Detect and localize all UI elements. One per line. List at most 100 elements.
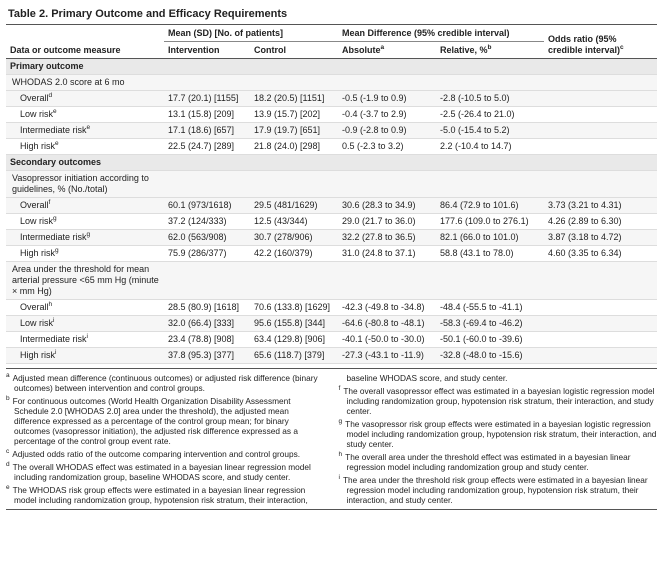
cell: 177.6 (109.0 to 276.1) [436,213,544,230]
cell: 30.7 (278/906) [250,229,338,246]
data-row: Low riskg 37.2 (124/333) 12.5 (43/344) 29.0… [6,213,657,230]
footnote-ref: g [53,215,57,222]
footnote: f The overall vasopressor effect was esti… [338,385,658,416]
section-title: Secondary outcomes [6,154,657,171]
footnote-text: The vasopressor risk group effects were … [345,419,657,449]
data-row: Low riske 13.1 (15.8) [209] 13.9 (15.7) [2… [6,106,657,123]
empty-cell [544,74,657,91]
group-row: WHODAS 2.0 score at 6 mo [6,74,657,91]
empty-cell [544,106,657,123]
data-row: High riskg 75.9 (286/377) 42.2 (160/379) 31… [6,245,657,262]
cell: 42.2 (160/379) [250,245,338,262]
label-text: Intermediate risk [20,334,87,344]
empty-cell [338,74,436,91]
data-row: Low riski 32.0 (66.4) [333] 95.6 (155.8) [… [6,315,657,332]
header-text: Absolute [342,45,381,55]
footnote-mark: c [6,448,10,456]
row-label: High riskg [6,245,164,262]
section-row: Primary outcome [6,58,657,75]
cell: 21.8 (24.0) [298] [250,138,338,155]
label-text: Overall [20,200,49,210]
footnote-text: The overall WHODAS effect was estimated … [12,462,311,482]
cell: 70.6 (133.8) [1629] [250,299,338,316]
cell: 4.60 (3.35 to 6.34) [544,245,657,262]
data-row: Overallh 28.5 (80.9) [1618] 70.6 (133.8) [… [6,299,657,316]
label-text: Overall [20,93,49,103]
cell: 60.1 (973/1618) [164,197,250,214]
footnote: i The area under the threshold risk group… [338,474,658,505]
label-text: Intermediate risk [20,125,87,135]
cell: -5.0 (-15.4 to 5.2) [436,122,544,139]
footnote-mark: g [338,418,343,426]
data-row: High riski 37.8 (95.3) [377] 65.6 (118.7) … [6,347,657,364]
empty-cell [250,170,338,198]
footnote-text: Adjusted mean difference (continuous out… [12,373,318,393]
cell: -2.5 (-26.4 to 21.0) [436,106,544,123]
label-text: Low risk [20,216,54,226]
header-text: Intervention [168,45,220,55]
cell: 86.4 (72.9 to 101.6) [436,197,544,214]
footnote-ref: b [487,44,492,51]
empty-cell [544,347,657,364]
cell: -0.5 (-1.9 to 0.9) [338,90,436,107]
footnote-ref: a [380,44,385,51]
cell: -58.3 (-69.4 to -46.2) [436,315,544,332]
empty-cell [250,261,338,300]
cell: -32.8 (-48.0 to -15.6) [436,347,544,364]
footnote: a Adjusted mean difference (continuous ou… [6,372,325,393]
cell: 63.4 (129.8) [906] [250,331,338,348]
footnote-ref: i [86,333,88,340]
group-row: Vasopressor initiation according to guid… [6,170,657,198]
header-group: Mean Difference (95% credible interval) [338,25,544,42]
empty-cell [250,74,338,91]
header-group: Mean (SD) [No. of patients] [164,25,338,42]
column-header: Absolutea [338,41,436,59]
group-title: Vasopressor initiation according to guid… [6,170,164,198]
cell: 95.6 (155.8) [344] [250,315,338,332]
footnote-ref: g [86,231,91,238]
row-label: Overalld [6,90,164,107]
data-row: Intermediate riskg 62.0 (563/908) 30.7 (27… [6,229,657,246]
header-text: Relative, % [440,45,488,55]
empty-cell [436,261,544,300]
cell: 3.87 (3.18 to 4.72) [544,229,657,246]
data-row: Intermediate riske 17.1 (18.6) [657] 17.9 … [6,122,657,139]
label-text: Intermediate risk [20,232,87,242]
footnote-ref: g [55,247,59,254]
column-header: Control [250,41,338,59]
footnote: c Adjusted odds ratio of the outcome comp… [6,448,325,459]
row-label: Overallh [6,299,164,316]
cell: 12.5 (43/344) [250,213,338,230]
row-label: Intermediate riske [6,122,164,139]
footnote: g The vasopressor risk group effects were… [338,418,658,449]
data-row: Overallf 60.1 (973/1618) 29.5 (481/1629) 30… [6,197,657,214]
cell: 62.0 (563/908) [164,229,250,246]
footnote-mark: a [6,372,10,380]
empty-cell [544,261,657,300]
footnote-ref: c [620,44,624,51]
footnote-mark: f [338,385,341,393]
cell: 37.8 (95.3) [377] [164,347,250,364]
footnote-mark: e [6,484,10,492]
empty-cell [544,315,657,332]
column-header: Intervention [164,41,250,59]
label-text: High risk [20,248,56,258]
cell: 17.9 (19.7) [651] [250,122,338,139]
group-title: WHODAS 2.0 score at 6 mo [6,74,164,91]
cell: -64.6 (-80.8 to -48.1) [338,315,436,332]
group-title: Area under the threshold for mean arteri… [6,261,164,300]
footnote-text: The area under the threshold risk group … [342,475,648,505]
cell: 58.8 (43.1 to 78.0) [436,245,544,262]
cell: 13.9 (15.7) [202] [250,106,338,123]
header-row: Intervention Control Absolutea Relative, %b [6,41,657,59]
footnote-ref: e [55,140,59,147]
empty-cell [544,299,657,316]
cell: -27.3 (-43.1 to -11.9) [338,347,436,364]
column-header: Relative, %b [436,41,544,59]
data-row: Overalld 17.7 (20.1) [1155] 18.2 (20.5) [1… [6,90,657,107]
cell: 2.2 (-10.4 to 14.7) [436,138,544,155]
footnote-mark: i [338,474,340,482]
row-label: Intermediate riski [6,331,164,348]
label-text: High risk [20,350,56,360]
